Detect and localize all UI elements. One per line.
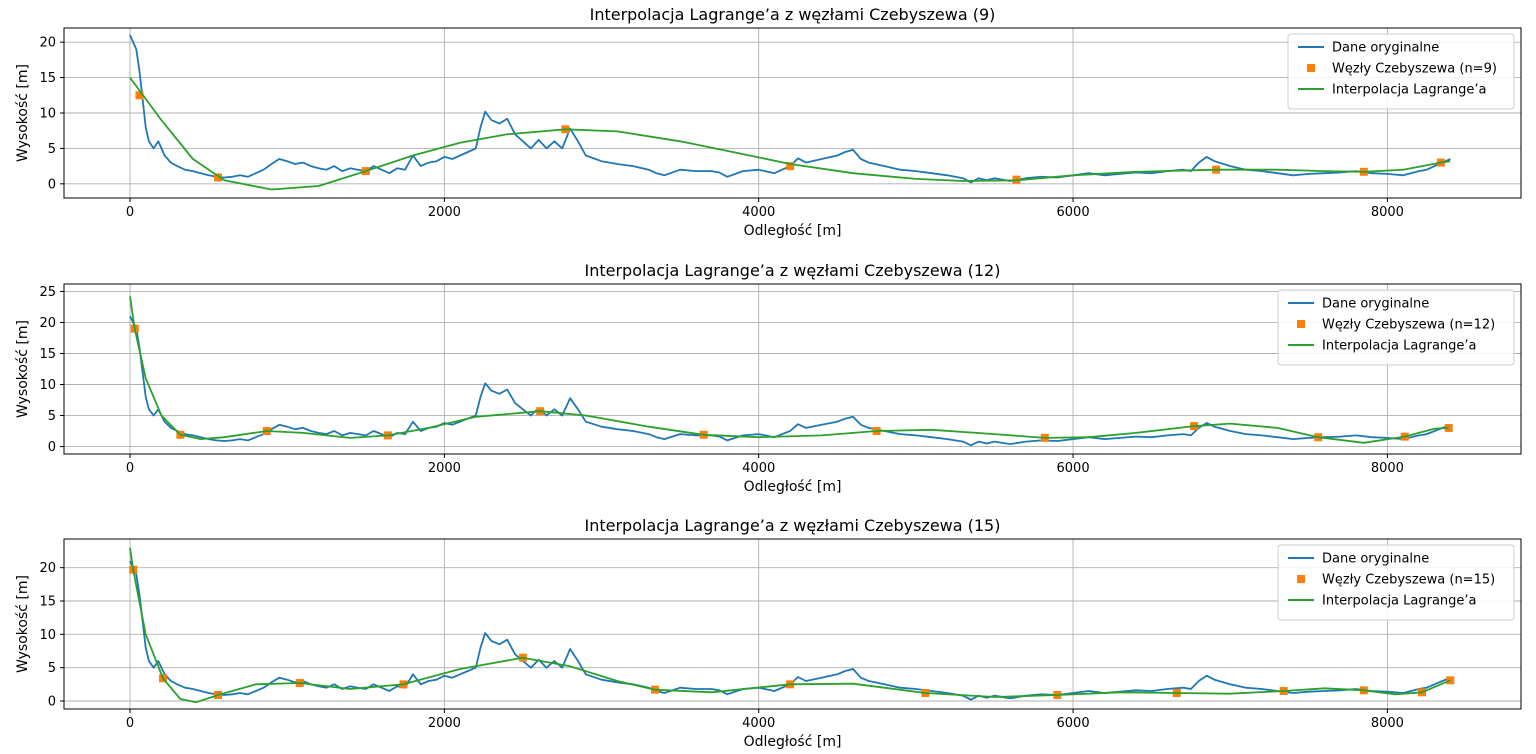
x-tick-label: 2000 [428,205,461,220]
legend-entry: Dane oryginalne [1322,297,1429,312]
plot-area [129,296,1453,447]
x-axis-label: Odległość [m] [744,479,842,495]
y-tick-label: 10 [39,378,56,393]
y-axis-label: Wysokość [m] [15,320,31,418]
legend-entry: Interpolacja Lagrange’a [1322,339,1477,354]
chart-title: Interpolacja Lagrange’a z węzłami Czebys… [585,516,1001,535]
chart-panel-1: 0 2000 4000 6000 8000 0 5 10 15 20 Interpolacja La… [15,5,1522,239]
y-tick-label: 15 [39,595,56,610]
legend-entry: Interpolacja Lagrange’a [1332,83,1487,98]
y-tick-label: 20 [39,561,56,576]
chebyshev-node-marker [786,162,795,171]
lagrange-interpolation-line [129,77,1451,191]
chebyshev-node-marker [214,173,223,182]
x-axis-label: Odległość [m] [744,734,842,750]
y-tick-label: 0 [48,440,56,455]
legend-box [1287,33,1515,110]
y-tick-label: 15 [39,71,56,86]
y-tick-label: 15 [39,347,56,362]
plot-area [129,34,1451,191]
axes-frame [63,538,1522,710]
legend-box [1277,544,1515,621]
x-tick-label: 6000 [1057,205,1090,220]
x-tick-label: 4000 [742,461,775,476]
legend-box [1277,289,1515,366]
original-data-line [129,315,1451,447]
y-tick-label: 10 [39,628,56,643]
chart-title: Interpolacja Lagrange’a z węzłami Czebys… [585,261,1001,280]
y-axis-label: Wysokość [m] [15,64,31,162]
x-tick-label: 4000 [742,716,775,731]
chart-panel-2: 0 2000 4000 6000 8000 0 5 10 15 20 25 Interpolacja … [15,261,1522,495]
legend-entry: Węzły Czebyszewa (n=12) [1322,318,1495,333]
x-tick-label: 8000 [1371,461,1404,476]
legend-entry: Węzły Czebyszewa (n=15) [1322,573,1495,588]
x-axis-label: Odległość [m] [744,223,842,239]
y-tick-label: 5 [48,142,56,157]
original-data-line [129,560,1451,701]
x-tick-label: 6000 [1057,716,1090,731]
chart-panel-3: 0 2000 4000 6000 8000 0 5 10 15 20 Interpolacja La… [15,516,1522,750]
x-tick-label: 0 [126,461,134,476]
legend-entry: Interpolacja Lagrange’a [1322,594,1477,609]
original-data-line [129,34,1451,184]
x-tick-label: 8000 [1371,716,1404,731]
plot-area [129,547,1455,704]
x-tick-label: 2000 [428,716,461,731]
y-tick-label: 10 [39,107,56,122]
y-tick-label: 20 [39,36,56,51]
legend-marker-swatch [1297,320,1305,328]
y-axis-label: Wysokość [m] [15,575,31,673]
axes-frame [63,283,1522,455]
x-tick-label: 0 [126,716,134,731]
y-tick-label: 0 [48,177,56,192]
y-tick-label: 20 [39,316,56,331]
lagrange-interpolation-line [129,547,1451,704]
legend-entry: Dane oryginalne [1322,552,1429,567]
y-tick-label: 25 [39,285,56,300]
legend-marker-swatch [1297,575,1305,583]
y-tick-label: 5 [48,409,56,424]
x-tick-label: 6000 [1057,461,1090,476]
legend: Dane oryginalne Węzły Czebyszewa (n=15) In… [1277,544,1515,621]
chebyshev-node-marker [135,91,144,100]
legend: Dane oryginalne Węzły Czebyszewa (n=9) Int… [1287,33,1515,110]
x-tick-label: 2000 [428,461,461,476]
legend-entry: Dane oryginalne [1332,41,1439,56]
legend-marker-swatch [1307,64,1315,72]
legend: Dane oryginalne Węzły Czebyszewa (n=12) In… [1277,289,1515,366]
y-tick-label: 0 [48,695,56,710]
legend-entry: Węzły Czebyszewa (n=9) [1332,62,1497,77]
lagrange-interpolation-line [129,296,1449,444]
y-tick-label: 5 [48,661,56,676]
x-tick-label: 4000 [742,205,775,220]
x-tick-label: 0 [126,205,134,220]
x-tick-label: 8000 [1371,205,1404,220]
chart-title: Interpolacja Lagrange’a z węzłami Czebys… [590,5,996,24]
